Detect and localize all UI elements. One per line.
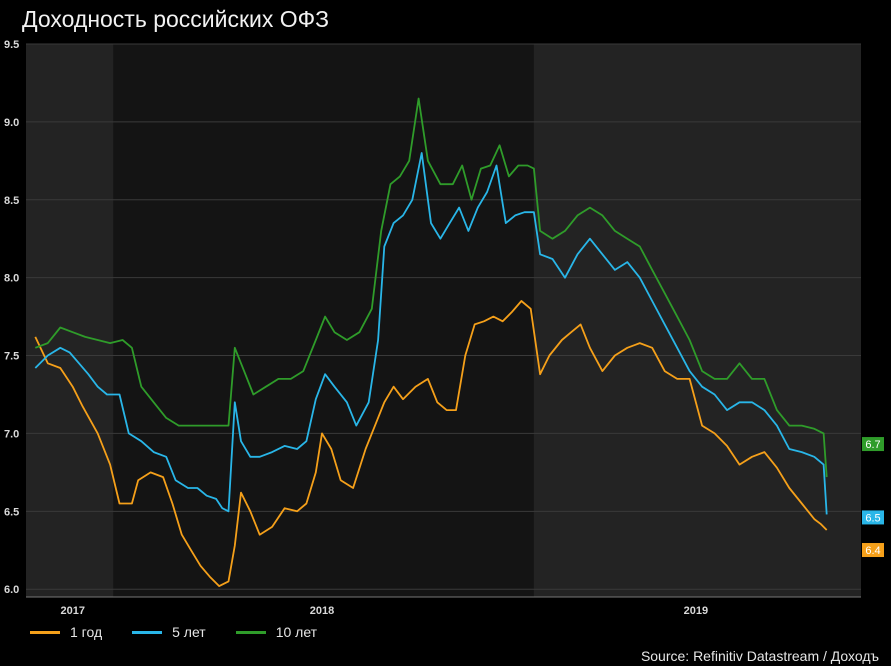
last-value-label: 6.7 bbox=[865, 439, 880, 451]
last-value-badge-bg bbox=[862, 510, 884, 525]
last-value-label: 6.4 bbox=[865, 545, 880, 557]
y-tick-label: 9.0 bbox=[4, 117, 19, 129]
legend-item-5y: 5 лет bbox=[132, 624, 206, 640]
chart-legend: 1 год 5 лет 10 лет bbox=[30, 624, 317, 640]
last-value-badge: 6.4 bbox=[862, 543, 884, 558]
x-tick-label: 2017 bbox=[60, 605, 84, 617]
series-line bbox=[34, 97, 828, 478]
shaded-period bbox=[26, 44, 114, 597]
y-tick-label: 8.0 bbox=[4, 273, 19, 285]
source-note: Source: Refinitiv Datastream / Доходъ bbox=[640, 648, 879, 664]
series-line bbox=[34, 300, 828, 587]
y-tick-label: 7.0 bbox=[4, 428, 19, 440]
last-value-badge: 6.5 bbox=[862, 510, 884, 525]
last-value-badge-bg bbox=[862, 437, 884, 452]
legend-label-10y: 10 лет bbox=[275, 624, 318, 640]
y-tick-label: 6.0 bbox=[4, 584, 19, 596]
legend-swatch-1y bbox=[30, 630, 60, 634]
legend-label-5y: 5 лет bbox=[172, 624, 206, 640]
legend-swatch-5y bbox=[132, 630, 163, 634]
y-tick-label: 6.5 bbox=[4, 506, 19, 518]
last-value-badge: 6.7 bbox=[862, 437, 884, 452]
x-tick-label: 2018 bbox=[310, 605, 334, 617]
last-value-badge-bg bbox=[862, 543, 884, 558]
last-value-label: 6.5 bbox=[865, 512, 880, 524]
legend-item-10y: 10 лет bbox=[235, 624, 318, 640]
y-tick-label: 9.5 bbox=[4, 39, 19, 51]
x-tick-label: 2019 bbox=[684, 605, 708, 617]
y-tick-label: 7.5 bbox=[4, 351, 19, 363]
legend-label-1y: 1 год bbox=[70, 624, 103, 640]
chart-title: Доходность российских ОФЗ bbox=[22, 6, 330, 32]
legend-item-1y: 1 год bbox=[30, 624, 102, 640]
legend-swatch-10y bbox=[235, 630, 266, 634]
shaded-period bbox=[533, 44, 861, 597]
series-line bbox=[34, 152, 828, 515]
y-tick-label: 8.5 bbox=[4, 195, 19, 207]
